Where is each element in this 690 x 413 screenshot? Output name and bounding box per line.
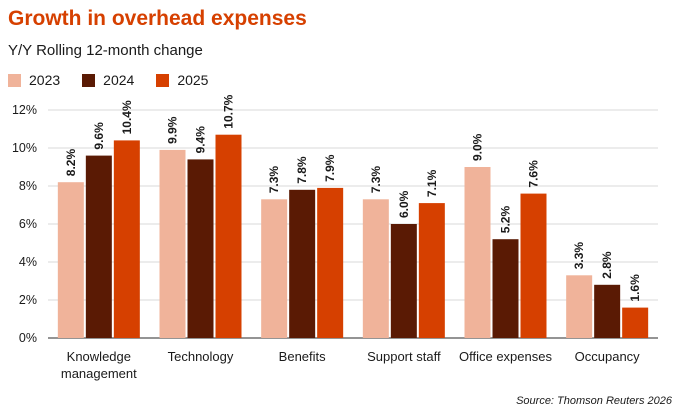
bar-2025	[317, 187, 344, 338]
y-tick-label: 6%	[19, 217, 37, 231]
legend-label-2025: 2025	[177, 72, 209, 88]
legend-swatch-2024	[82, 73, 96, 87]
bar-2025	[418, 203, 445, 338]
category-label: Knowledge	[67, 349, 131, 364]
bar-2023	[159, 149, 186, 338]
y-tick-label: 4%	[19, 255, 37, 269]
data-label-2023: 7.3%	[369, 166, 383, 194]
y-tick-label: 10%	[12, 141, 37, 155]
data-label-2025: 10.4%	[120, 100, 134, 134]
y-tick-label: 2%	[19, 293, 37, 307]
chart-subtitle: Y/Y Rolling 12-month change	[8, 42, 203, 59]
category-label: Benefits	[279, 349, 326, 364]
data-label-2024: 5.2%	[499, 206, 513, 234]
data-label-2023: 9.0%	[471, 133, 485, 161]
bar-2024	[85, 155, 112, 338]
category-label: management	[61, 366, 137, 381]
source-note: Source: Thomson Reuters 2026	[516, 395, 672, 407]
data-label-2023: 3.3%	[572, 242, 586, 270]
bar-2023	[464, 167, 491, 338]
data-label-2023: 9.9%	[166, 116, 180, 144]
data-label-2025: 7.1%	[425, 169, 439, 197]
bar-2023	[362, 199, 389, 338]
data-label-2024: 9.6%	[92, 122, 106, 150]
category-label: Support staff	[367, 349, 441, 364]
chart-legend: 2023 2024 2025	[8, 72, 208, 88]
data-label-2025: 1.6%	[628, 274, 642, 302]
legend-swatch-2023	[8, 73, 21, 87]
bar-2023	[261, 199, 288, 338]
legend-label-2023: 2023	[29, 72, 61, 88]
category-label: Technology	[168, 349, 234, 364]
legend-swatch-2025	[156, 73, 170, 87]
data-label-2024: 2.8%	[600, 251, 614, 279]
data-label-2025: 10.7%	[222, 94, 236, 128]
data-label-2025: 7.6%	[527, 160, 541, 188]
bar-2025	[215, 134, 242, 338]
data-label-2024: 7.8%	[295, 156, 309, 184]
bar-2025	[113, 140, 140, 338]
category-label: Occupancy	[575, 349, 641, 364]
legend-item-2023: 2023	[8, 72, 60, 88]
y-tick-label: 12%	[12, 103, 37, 117]
bar-2024	[289, 189, 316, 338]
data-label-2023: 8.2%	[64, 149, 78, 177]
data-label-2024: 6.0%	[397, 190, 411, 218]
y-tick-label: 8%	[19, 179, 37, 193]
legend-item-2024: 2024	[82, 72, 134, 88]
legend-item-2025: 2025	[156, 72, 208, 88]
bar-2025	[622, 307, 649, 338]
data-label-2024: 9.4%	[194, 126, 208, 154]
bar-2024	[594, 284, 621, 338]
chart-title: Growth in overhead expenses	[8, 7, 307, 30]
y-tick-label: 0%	[19, 331, 37, 345]
bar-2023	[566, 275, 593, 338]
bar-2024	[187, 159, 214, 338]
bar-2024	[492, 239, 519, 338]
bar-2023	[57, 182, 84, 338]
legend-label-2024: 2024	[103, 72, 135, 88]
category-label: Office expenses	[459, 349, 552, 364]
bar-2025	[520, 193, 547, 338]
data-label-2023: 7.3%	[267, 166, 281, 194]
data-label-2025: 7.9%	[323, 154, 337, 182]
bar-2024	[390, 224, 417, 338]
